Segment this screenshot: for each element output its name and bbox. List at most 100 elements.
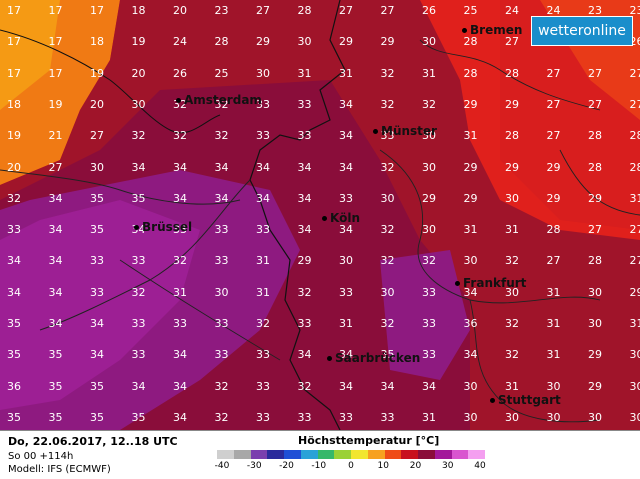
temperature-value: 29 (534, 162, 574, 174)
color-scale-segment (267, 450, 284, 459)
temperature-value: 18 (119, 5, 159, 17)
temperature-value: 33 (243, 381, 283, 393)
temperature-value: 17 (36, 36, 76, 48)
map-footer: Do, 22.06.2017, 12..18 UTC So 00 +114h M… (0, 430, 640, 479)
temperature-value: 34 (36, 193, 76, 205)
temperature-value: 31 (534, 318, 574, 330)
temperature-value: 34 (326, 162, 366, 174)
temperature-value: 32 (492, 318, 532, 330)
temperature-value: 28 (451, 68, 491, 80)
temperature-value: 30 (368, 193, 408, 205)
temperature-value: 34 (36, 287, 76, 299)
temperature-value: 27 (368, 5, 408, 17)
temperature-value: 34 (0, 287, 34, 299)
temperature-value: 33 (119, 349, 159, 361)
temperature-value: 18 (77, 36, 117, 48)
model-run: So 00 +114h (8, 451, 73, 462)
temperature-value: 33 (243, 412, 283, 424)
city-label: Frankfurt (455, 276, 526, 290)
temperature-value: 31 (243, 287, 283, 299)
temperature-value: 30 (119, 99, 159, 111)
temperature-value: 27 (36, 162, 76, 174)
color-scale-segment (401, 450, 418, 459)
temperature-value: 27 (243, 5, 283, 17)
temperature-value: 31 (617, 318, 640, 330)
temperature-value: 30 (326, 255, 366, 267)
temperature-value: 27 (617, 99, 640, 111)
temperature-value: 32 (368, 255, 408, 267)
temperature-value: 27 (534, 99, 574, 111)
city-name: Bremen (470, 23, 522, 37)
temperature-value: 27 (575, 68, 615, 80)
color-scale-segment (318, 450, 335, 459)
temperature-value: 28 (492, 130, 532, 142)
temperature-value: 35 (36, 381, 76, 393)
temperature-value: 33 (285, 99, 325, 111)
temperature-value: 35 (77, 381, 117, 393)
temperature-value: 24 (160, 36, 200, 48)
temperature-value: 30 (409, 224, 449, 236)
color-scale-segment (452, 450, 469, 459)
temperature-value: 35 (119, 193, 159, 205)
temperature-value: 31 (492, 381, 532, 393)
city-dot-icon (134, 225, 139, 230)
temperature-value: 30 (575, 318, 615, 330)
temperature-value: 32 (368, 224, 408, 236)
temperature-value: 32 (202, 381, 242, 393)
temperature-value: 35 (0, 412, 34, 424)
city-label: Saarbrücken (327, 351, 420, 365)
wetteronline-logo[interactable]: wetteronline (531, 16, 633, 46)
temperature-value: 21 (36, 130, 76, 142)
color-scale-tick: -10 (304, 461, 334, 471)
temperature-value: 30 (617, 412, 640, 424)
temperature-value: 33 (409, 318, 449, 330)
temperature-value: 33 (326, 287, 366, 299)
temperature-value: 31 (534, 287, 574, 299)
city-label: Amsterdam (176, 93, 262, 107)
temperature-value: 31 (451, 224, 491, 236)
temperature-value: 34 (36, 255, 76, 267)
temperature-value: 31 (326, 68, 366, 80)
color-scale-segment (468, 450, 485, 459)
temperature-value: 32 (202, 412, 242, 424)
temperature-value: 29 (575, 193, 615, 205)
temperature-value: 33 (243, 224, 283, 236)
temperature-value: 29 (492, 162, 532, 174)
temperature-value: 29 (534, 193, 574, 205)
temperature-value: 34 (160, 381, 200, 393)
temperature-value: 20 (0, 162, 34, 174)
temperature-value: 28 (202, 36, 242, 48)
temperature-value: 31 (285, 68, 325, 80)
temperature-value: 28 (534, 224, 574, 236)
temperature-value: 36 (0, 381, 34, 393)
temperature-value: 34 (36, 224, 76, 236)
temperature-value: 33 (202, 349, 242, 361)
temperature-value: 34 (202, 193, 242, 205)
temperature-value: 31 (409, 412, 449, 424)
color-scale-tick: 40 (465, 461, 495, 471)
temperature-value: 32 (160, 130, 200, 142)
temperature-value: 30 (409, 36, 449, 48)
city-label: Brüssel (134, 220, 192, 234)
temperature-value: 34 (409, 381, 449, 393)
temperature-value: 30 (243, 68, 283, 80)
temperature-value: 30 (575, 287, 615, 299)
temperature-value: 35 (0, 318, 34, 330)
city-dot-icon (322, 216, 327, 221)
temperature-value: 27 (77, 130, 117, 142)
model-name: Modell: IFS (ECMWF) (8, 464, 111, 475)
temperature-value: 19 (77, 68, 117, 80)
city-name: Münster (381, 124, 437, 138)
temperature-value: 19 (36, 99, 76, 111)
temperature-value: 28 (492, 68, 532, 80)
temperature-value: 34 (160, 412, 200, 424)
temperature-value: 27 (617, 255, 640, 267)
temperature-value: 29 (368, 36, 408, 48)
temperature-value: 34 (285, 162, 325, 174)
temperature-value: 34 (0, 255, 34, 267)
city-dot-icon (327, 356, 332, 361)
temperature-value: 36 (451, 318, 491, 330)
temperature-value: 30 (451, 381, 491, 393)
temperature-value: 34 (243, 162, 283, 174)
temperature-value: 34 (326, 99, 366, 111)
